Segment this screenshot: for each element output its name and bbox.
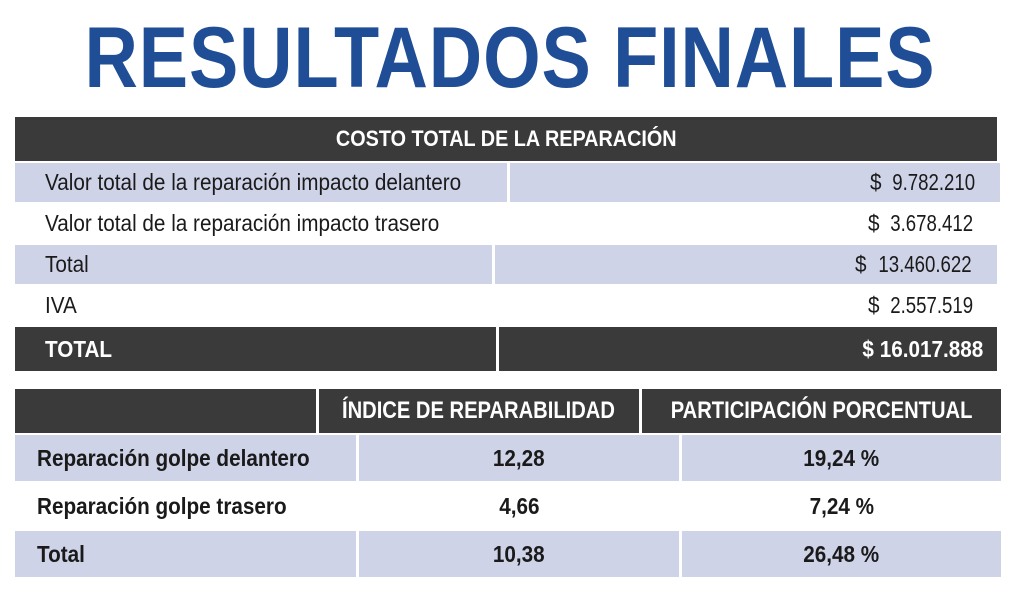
row-amount: 3.678.412	[889, 210, 973, 236]
row-label: IVA	[45, 292, 77, 318]
grand-total-value: $ 16.017.888	[862, 335, 983, 362]
table-row: Total 10,38 26,48 %	[15, 531, 1001, 577]
reparability-table: ÍNDICE DE REPARABILIDAD PARTICIPACIÓN PO…	[15, 389, 1001, 577]
currency-symbol: $	[855, 251, 867, 277]
row-label: Valor total de la reparación impacto del…	[45, 169, 462, 195]
table-row: IVA $ 2.557.519	[15, 286, 997, 325]
row-amount: 13.460.622	[878, 251, 972, 277]
share-value: 26,48 %	[803, 540, 880, 567]
index-value: 10,38	[493, 540, 545, 567]
table-row: Valor total de la reparación impacto tra…	[15, 204, 997, 243]
table-row: Reparación golpe delantero 12,28 19,24 %	[15, 435, 1001, 481]
currency-symbol: $	[870, 169, 882, 195]
table-row: Reparación golpe trasero 4,66 7,24 %	[15, 483, 1001, 529]
grand-total-row: TOTAL $ 16.017.888	[15, 327, 997, 371]
table-row: Total $ 13.460.622	[15, 245, 997, 284]
repair-cost-table: COSTO TOTAL DE LA REPARACIÓN Valor total…	[15, 117, 1000, 371]
reparability-header-row: ÍNDICE DE REPARABILIDAD PARTICIPACIÓN PO…	[15, 389, 1001, 433]
grand-total-label: TOTAL	[45, 335, 113, 362]
repair-cost-header-text: COSTO TOTAL DE LA REPARACIÓN	[335, 126, 677, 151]
row-amount: 2.557.519	[889, 292, 973, 318]
table-row: Valor total de la reparación impacto del…	[15, 163, 1000, 202]
share-value: 7,24 %	[809, 492, 874, 519]
currency-symbol: $	[867, 210, 880, 236]
header-cell-empty	[15, 389, 316, 433]
repair-cost-header: COSTO TOTAL DE LA REPARACIÓN	[15, 117, 997, 161]
row-label: Total	[37, 540, 85, 567]
row-amount: 9.782.210	[892, 169, 976, 195]
currency-symbol: $	[867, 292, 880, 318]
index-value: 4,66	[498, 492, 540, 519]
row-label: Valor total de la reparación impacto tra…	[45, 210, 440, 236]
header-cell-share: PARTICIPACIÓN PORCENTUAL	[641, 389, 1001, 433]
index-value: 12,28	[493, 444, 545, 471]
share-value: 19,24 %	[803, 444, 880, 471]
row-label: Reparación golpe delantero	[37, 444, 310, 471]
row-label: Reparación golpe trasero	[37, 492, 287, 519]
page-title: RESULTADOS FINALES	[84, 9, 936, 106]
row-label: Total	[45, 251, 89, 277]
header-cell-index: ÍNDICE DE REPARABILIDAD	[318, 389, 639, 433]
